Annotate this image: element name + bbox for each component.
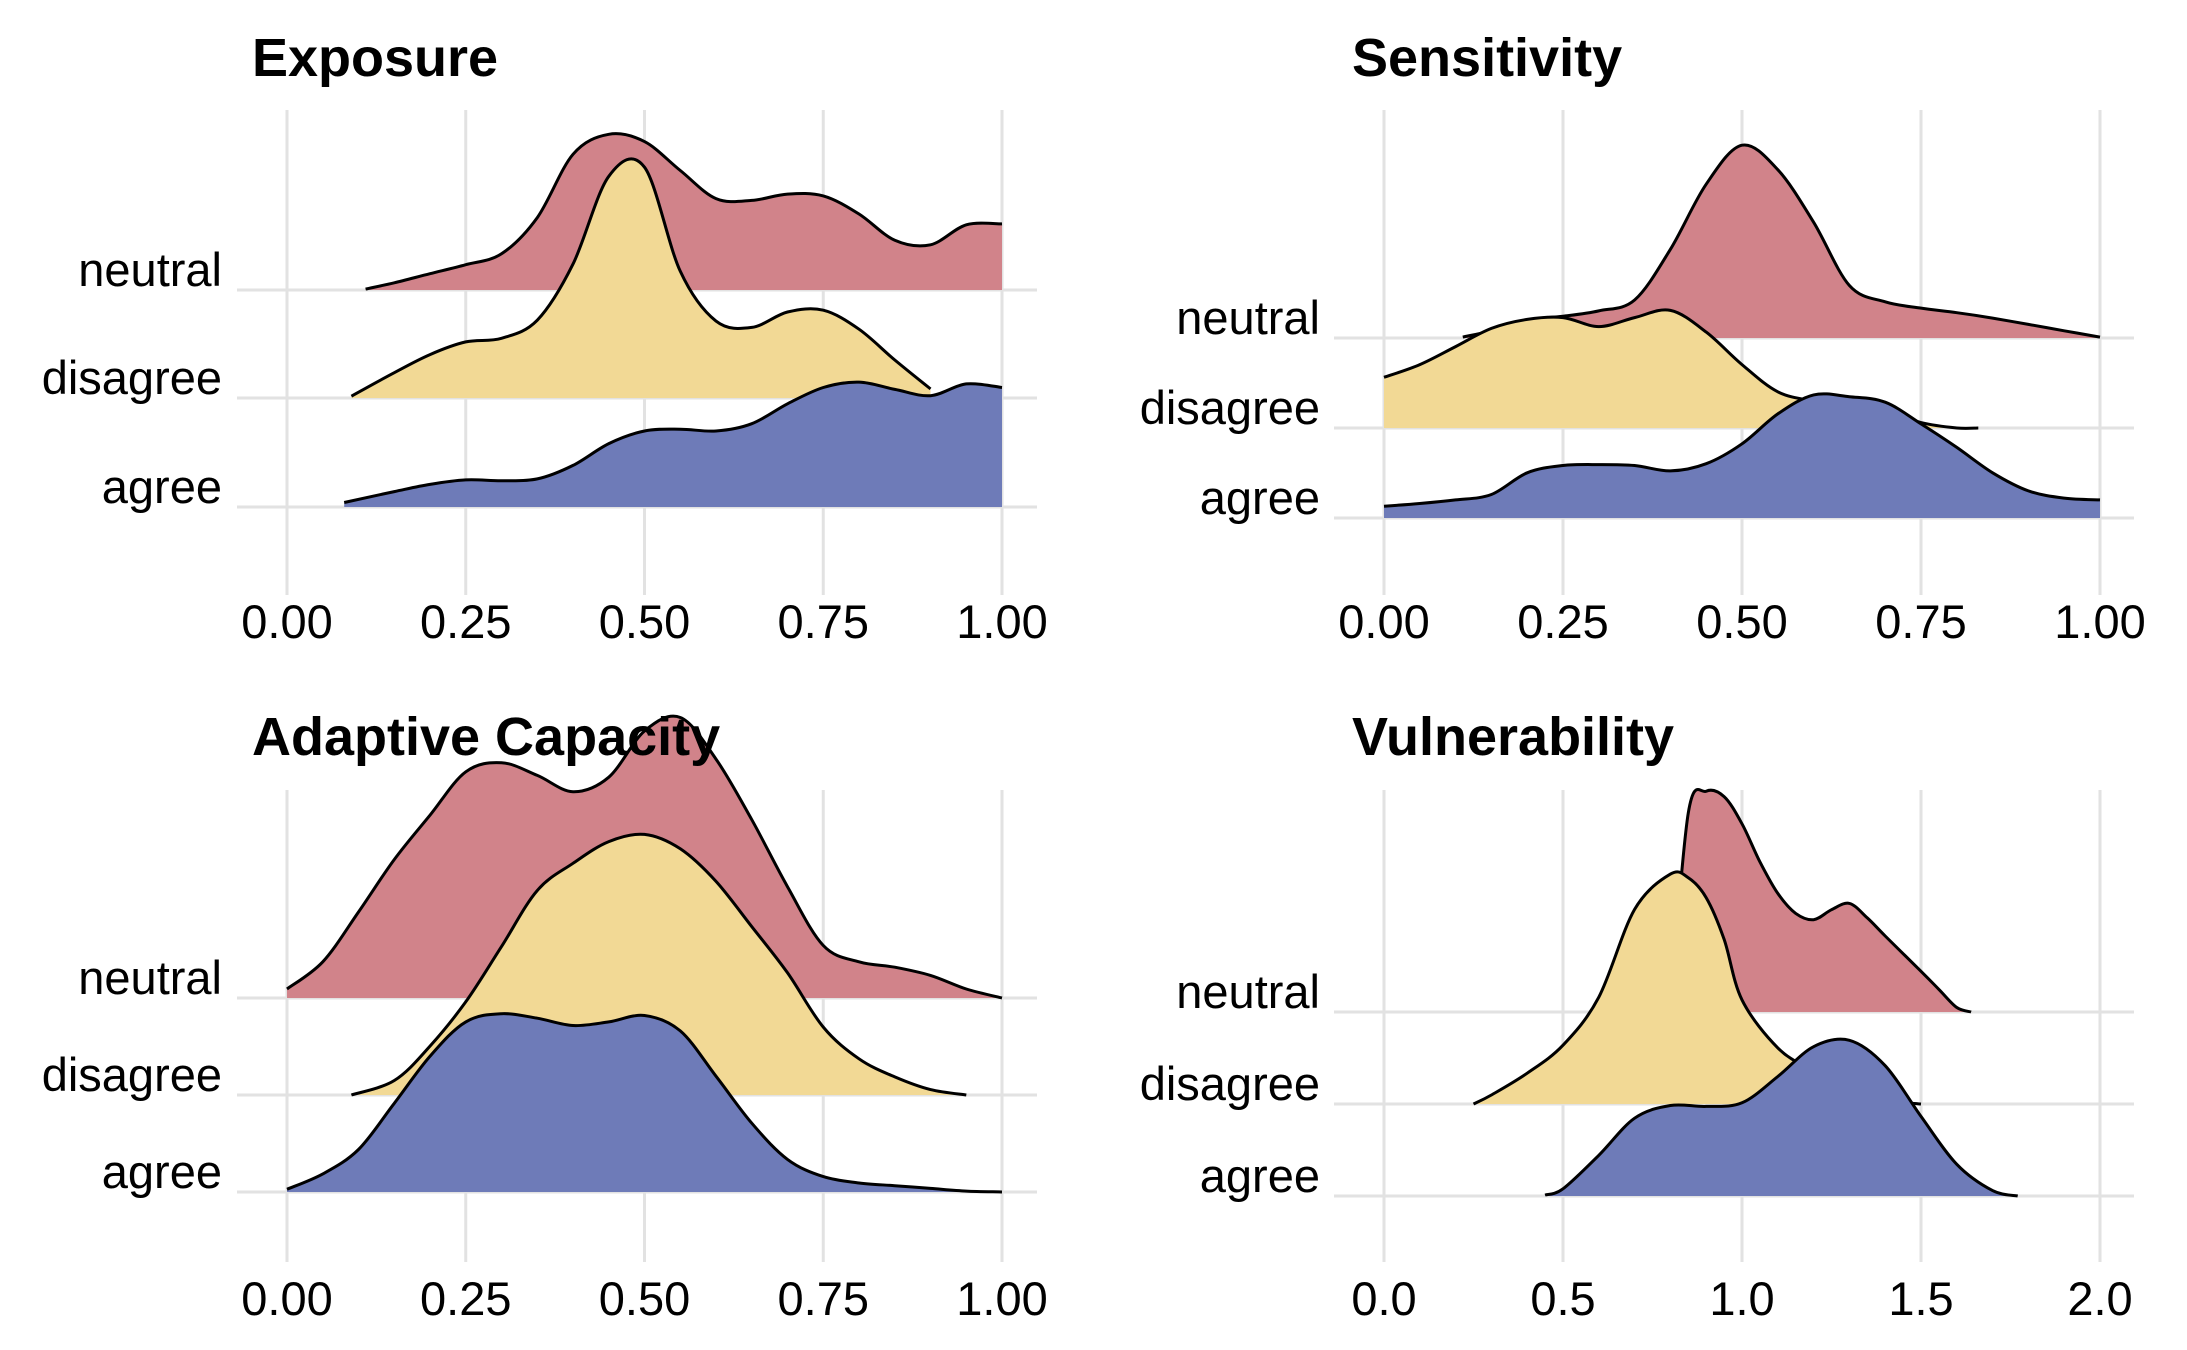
x-tick-label: 0.75 <box>778 1272 869 1325</box>
y-tick-label-disagree: disagree <box>1140 381 1320 434</box>
x-tick-label: 0.25 <box>420 1272 511 1325</box>
ridge-neutral <box>1668 788 1972 1014</box>
x-tick-label: 1.0 <box>1709 1272 1774 1325</box>
x-tick-label: 1.00 <box>2054 595 2145 648</box>
panel-title-vulnerability: Vulnerability <box>1352 707 1674 767</box>
ridge-outline-agree <box>1544 1037 2019 1198</box>
ridge-agree <box>286 1012 1003 1194</box>
x-tick-label: 0.25 <box>1517 595 1608 648</box>
y-tick-label-disagree: disagree <box>42 351 222 404</box>
ridge-fill-agree <box>1545 1039 2018 1196</box>
ridge-neutral <box>1462 143 2101 339</box>
x-tick-label: 0.75 <box>1875 595 1966 648</box>
ridge-outline-neutral <box>286 714 1003 1000</box>
x-tick-label: 0.5 <box>1530 1272 1595 1325</box>
ridge-outline-agree <box>286 1012 1003 1194</box>
ridge-outline-disagree <box>350 832 967 1097</box>
x-tick-label: 1.00 <box>956 1272 1047 1325</box>
y-tick-label-agree: agree <box>102 460 222 513</box>
panel-title-sensitivity: Sensitivity <box>1352 28 1622 88</box>
ridge-outline-agree <box>1383 392 2101 508</box>
ridge-neutral <box>365 132 1003 291</box>
ridge-fill-neutral <box>1670 789 1972 1012</box>
ridge-fill-neutral <box>1462 144 2100 338</box>
y-tick-label-neutral: neutral <box>78 951 222 1004</box>
x-tick-label: 0.0 <box>1351 1272 1416 1325</box>
x-tick-label: 1.5 <box>1888 1272 1953 1325</box>
ridge-outline-disagree <box>350 157 932 398</box>
vulnerability-panel: Vulnerability agree disagree neutral 0.0 0.5… <box>1140 707 2134 1325</box>
x-tick-label: 2.0 <box>2067 1272 2132 1325</box>
y-tick-label-agree: agree <box>1200 471 1320 524</box>
y-tick-label-agree: agree <box>1200 1149 1320 1202</box>
x-tick-label: 0.75 <box>778 595 869 648</box>
ridge-fill-agree <box>344 382 1002 507</box>
y-tick-label-disagree: disagree <box>1140 1057 1320 1110</box>
y-tick-label-agree: agree <box>102 1145 222 1198</box>
ridge-outline-agree <box>343 380 1003 504</box>
x-tick-label: 0.25 <box>420 595 511 648</box>
ridge-fill-disagree <box>1473 871 1921 1104</box>
ridge-agree <box>343 380 1003 507</box>
ridge-agree <box>1544 1037 2019 1198</box>
panel-title-exposure: Exposure <box>252 28 498 88</box>
ridge-disagree <box>350 157 932 398</box>
exposure-panel: Exposure agree disagree neutral 0.00 0.25 0.5… <box>42 28 1048 648</box>
y-tick-label-neutral: neutral <box>1176 291 1320 344</box>
x-tick-label: 0.50 <box>599 595 690 648</box>
y-tick-label-neutral: neutral <box>1176 965 1320 1018</box>
ridge-agree <box>1383 392 2101 518</box>
x-tick-label: 0.50 <box>1696 595 1787 648</box>
panel-title-adaptive-capacity: Adaptive Capacity <box>252 707 720 767</box>
ridge-outline-neutral <box>1668 788 1972 1014</box>
x-tick-label: 0.00 <box>241 1272 332 1325</box>
x-tick-label: 0.00 <box>1338 595 1429 648</box>
ridge-outline-neutral <box>365 132 1003 291</box>
x-tick-label: 0.00 <box>241 595 332 648</box>
y-tick-label-disagree: disagree <box>42 1048 222 1101</box>
adaptive-capacity-panel: Adaptive Capacity agree disagree neutral 0.… <box>42 707 1048 1325</box>
sensitivity-panel: Sensitivity agree disagree neutral 0.00 0.25… <box>1140 28 2146 648</box>
ridge-fill-disagree <box>1384 309 1979 429</box>
x-tick-label: 0.50 <box>599 1272 690 1325</box>
x-tick-label: 1.00 <box>956 595 1047 648</box>
ridge-fill-neutral <box>365 133 1003 290</box>
ridge-fill-agree <box>287 1013 1002 1192</box>
y-tick-label-neutral: neutral <box>78 243 222 296</box>
ridge-fill-disagree <box>351 158 931 398</box>
